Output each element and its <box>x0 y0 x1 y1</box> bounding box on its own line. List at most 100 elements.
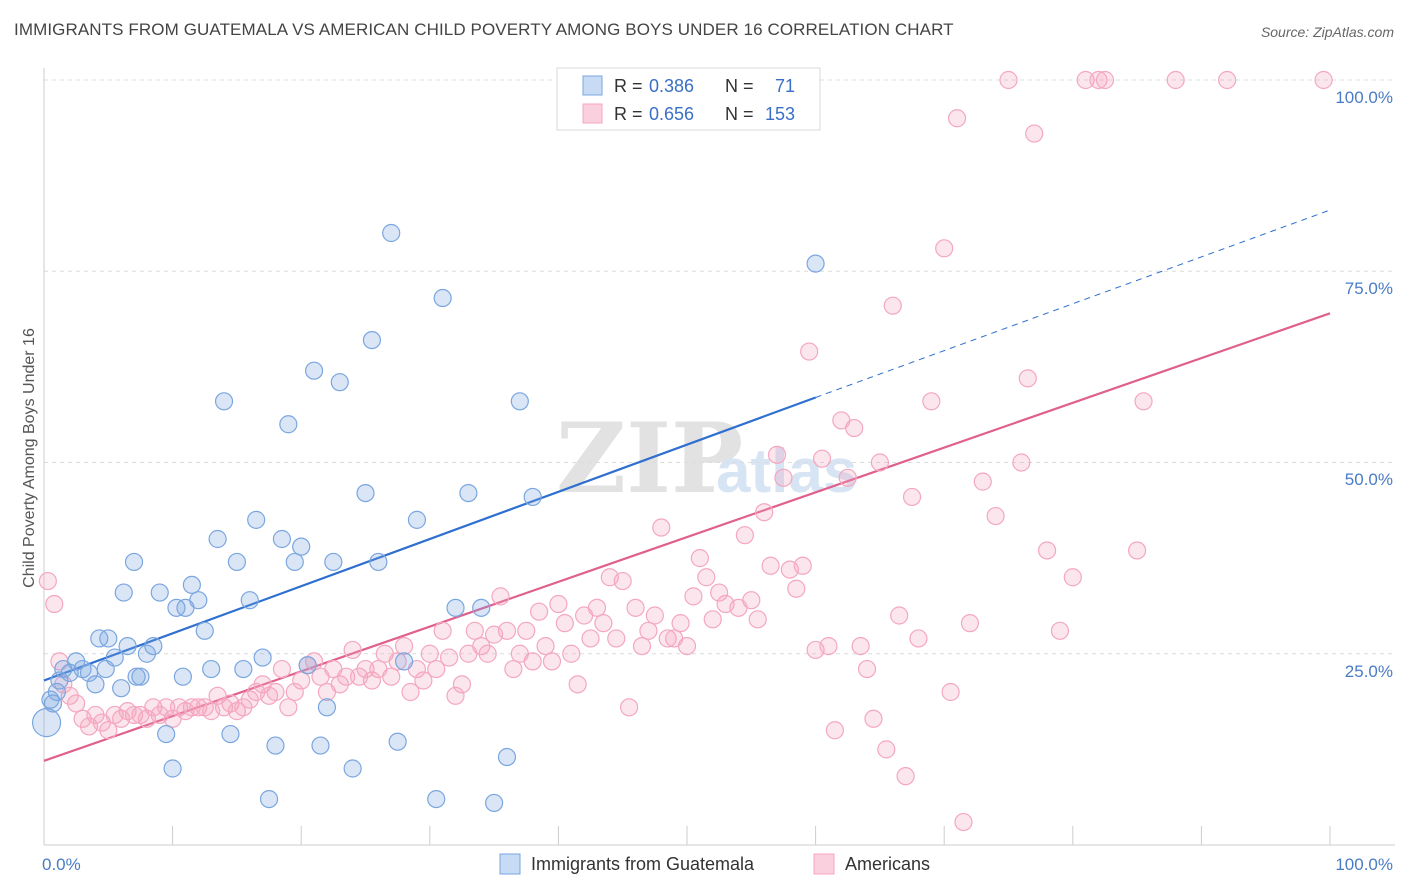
point-americans <box>362 671 382 690</box>
point-guatemala <box>343 759 362 778</box>
point-americans <box>845 418 864 438</box>
y-tick-label-50: 50.0% <box>1345 470 1393 489</box>
point-americans <box>947 109 967 128</box>
point-americans <box>607 629 626 648</box>
point-americans <box>877 740 896 759</box>
point-guatemala <box>124 552 144 572</box>
point-guatemala <box>382 223 401 243</box>
gridlines <box>44 79 1395 655</box>
point-americans <box>1018 369 1037 388</box>
point-guatemala <box>298 656 317 675</box>
point-guatemala <box>266 736 285 755</box>
point-americans <box>530 602 549 621</box>
point-guatemala <box>99 629 118 648</box>
point-guatemala <box>105 648 124 667</box>
point-americans <box>626 598 645 617</box>
point-guatemala <box>127 667 146 686</box>
point-americans <box>902 487 922 507</box>
point-americans <box>382 667 401 686</box>
point-americans <box>671 614 690 633</box>
bottom-legend: Immigrants from Guatemala Americans <box>499 853 930 875</box>
point-americans <box>690 549 709 568</box>
point-guatemala <box>285 552 304 572</box>
point-guatemala <box>247 510 266 529</box>
point-americans <box>825 721 844 740</box>
point-americans <box>710 583 729 602</box>
legend-n-value-2: 153 <box>765 104 795 124</box>
point-americans <box>677 636 697 656</box>
point-guatemala <box>47 682 66 702</box>
point-americans <box>613 571 632 591</box>
point-guatemala <box>150 583 169 602</box>
point-americans <box>272 659 292 679</box>
point-americans <box>1076 70 1095 90</box>
point-americans <box>266 682 285 702</box>
point-americans <box>279 698 298 717</box>
point-americans <box>819 636 838 656</box>
point-americans <box>562 644 581 663</box>
point-americans <box>99 721 118 740</box>
point-guatemala <box>118 636 137 656</box>
legend-n-label-1: N = <box>725 76 754 96</box>
point-americans <box>394 636 414 656</box>
point-americans <box>337 667 356 686</box>
point-guatemala <box>433 288 452 308</box>
point-americans <box>388 652 407 671</box>
y-tick-label-25: 25.0% <box>1345 662 1393 681</box>
point-americans <box>568 675 587 694</box>
bottom-legend-swatch-guatemala <box>499 853 521 875</box>
chart-title: IMMIGRANTS FROM GUATEMALA VS AMERICAN CH… <box>14 20 954 39</box>
point-guatemala <box>234 659 253 679</box>
point-guatemala <box>362 331 382 350</box>
point-guatemala <box>50 671 69 690</box>
y-tick-label-75: 75.0% <box>1345 279 1393 298</box>
point-americans <box>549 594 568 614</box>
y-tick-label-100: 100.0% <box>1335 88 1393 107</box>
point-guatemala <box>459 484 478 503</box>
point-americans <box>491 587 510 606</box>
axes <box>43 68 1395 846</box>
point-americans <box>632 636 652 656</box>
point-americans <box>954 812 973 832</box>
trend-line-guatemala <box>43 396 816 682</box>
point-americans <box>555 614 574 633</box>
point-americans <box>1050 621 1070 640</box>
point-guatemala <box>407 510 427 529</box>
point-americans <box>587 598 607 617</box>
point-americans <box>883 296 902 315</box>
point-guatemala <box>311 736 330 755</box>
point-guatemala <box>144 636 163 656</box>
point-americans <box>536 636 555 656</box>
point-americans <box>465 621 484 640</box>
point-guatemala <box>173 667 192 686</box>
point-guatemala <box>214 392 234 411</box>
point-guatemala <box>163 759 182 778</box>
point-guatemala <box>202 659 221 679</box>
point-americans <box>1166 70 1185 90</box>
point-guatemala <box>806 254 825 273</box>
point-guatemala <box>472 598 491 617</box>
legend-r-label-2: R = <box>614 104 643 124</box>
point-guatemala <box>317 698 337 717</box>
point-guatemala <box>157 724 176 744</box>
point-americans <box>67 694 86 713</box>
point-americans <box>767 445 787 464</box>
legend-n-label-2: N = <box>725 104 754 124</box>
point-guatemala <box>324 552 343 572</box>
point-guatemala <box>446 598 465 617</box>
data-points <box>31 70 1333 832</box>
point-americans <box>684 587 703 606</box>
point-americans <box>909 629 928 648</box>
point-americans <box>999 70 1018 90</box>
point-americans <box>439 648 459 667</box>
trend-line-americans <box>43 312 1331 762</box>
point-guatemala <box>388 732 407 751</box>
point-guatemala <box>189 591 208 610</box>
point-guatemala <box>253 648 272 667</box>
point-americans <box>800 342 819 361</box>
point-guatemala <box>131 667 150 686</box>
point-americans <box>620 698 639 717</box>
point-americans <box>896 767 915 786</box>
point-americans <box>774 468 793 487</box>
